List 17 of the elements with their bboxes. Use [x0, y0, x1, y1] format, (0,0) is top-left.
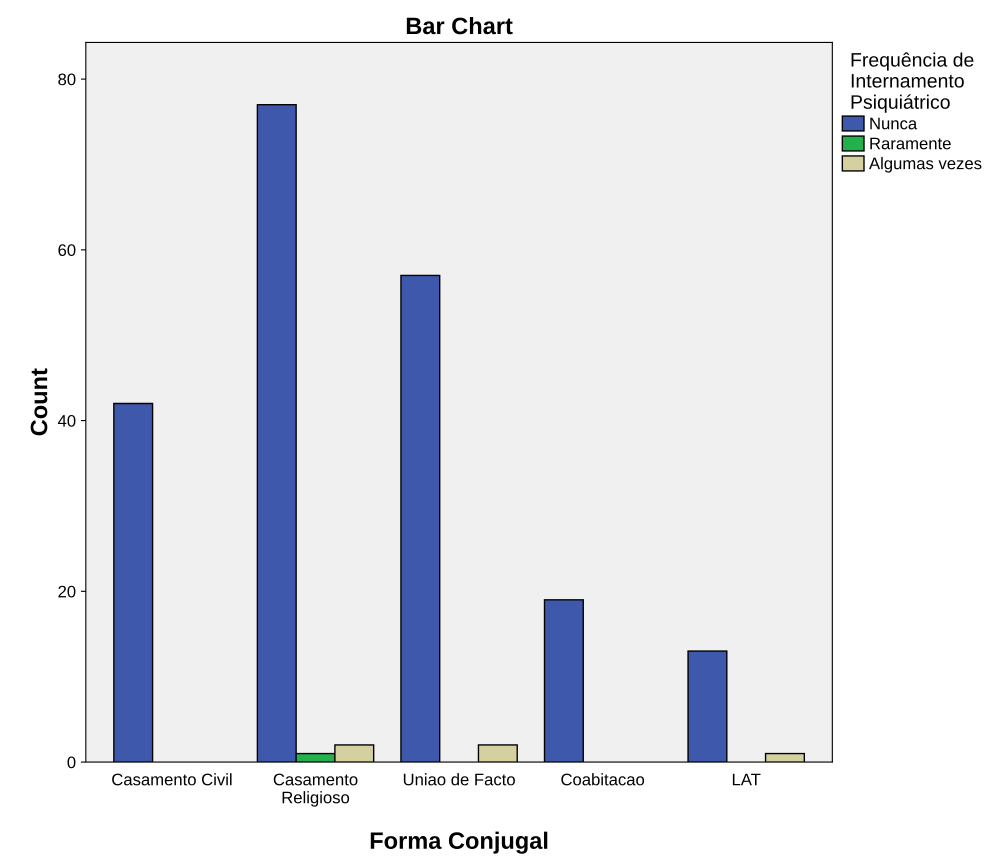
chart-title: Bar Chart	[406, 16, 513, 34]
x-axis-title: Forma Conjugal	[370, 832, 548, 854]
x-tick-label: Casamento Religioso	[274, 774, 358, 807]
x-tick-label: Coabitacao	[561, 773, 644, 786]
x-tick-label: LAT	[732, 774, 760, 786]
legend-label: Nunca	[870, 118, 918, 130]
y-tick-label: 40	[58, 414, 76, 427]
legend-label: Raramente	[870, 138, 951, 150]
x-tick-label: Casamento Civil	[112, 773, 232, 786]
y-tick-label: 0	[67, 756, 76, 768]
legend-title: Frequência de Internamento Psiquiátrico	[852, 52, 974, 113]
y-tick-label: 80	[58, 73, 76, 86]
legend-label: Algumas vezes	[869, 157, 982, 173]
y-axis-title: Count	[30, 368, 48, 436]
y-tick-label: 20	[58, 586, 76, 598]
x-tick-label: Uniao de Facto	[404, 773, 515, 786]
y-tick-label: 60	[58, 244, 76, 256]
